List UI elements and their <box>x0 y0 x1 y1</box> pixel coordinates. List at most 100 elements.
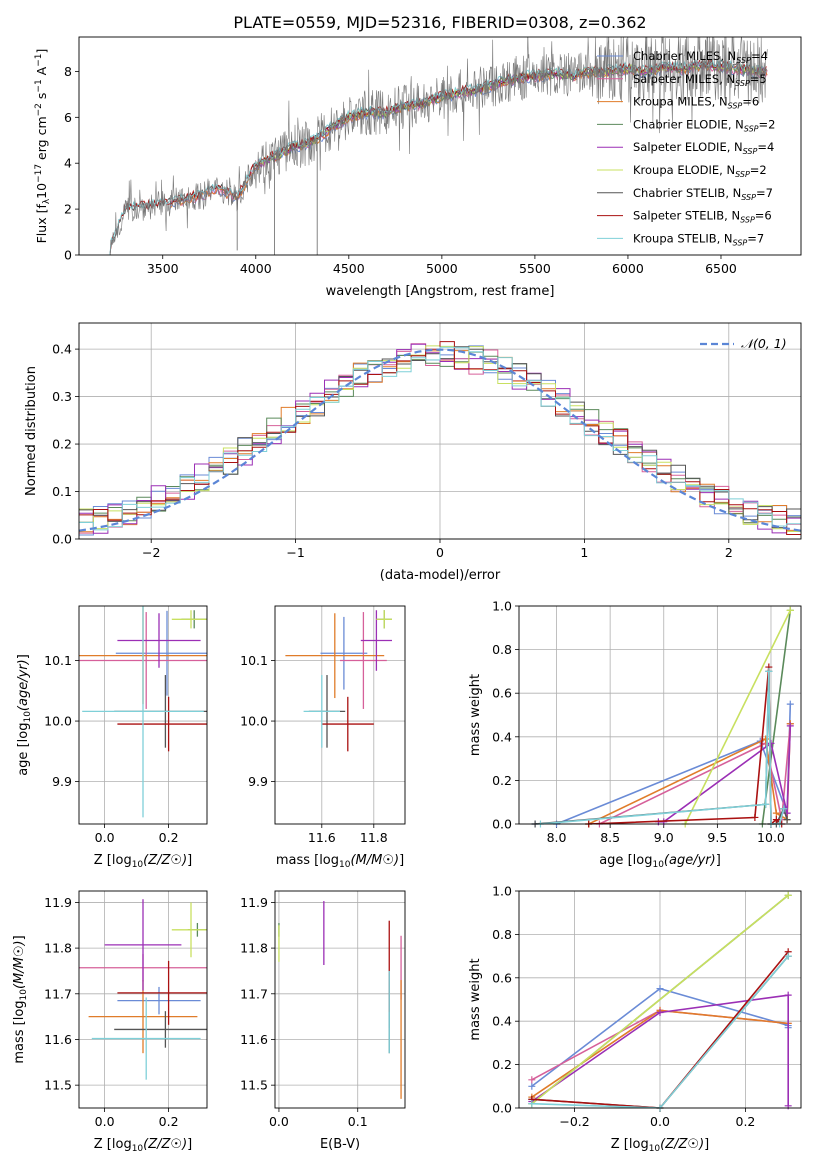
x-tick-label: 5000 <box>426 261 458 276</box>
x-tick-label: 2 <box>725 545 733 560</box>
axes-frame <box>78 322 802 540</box>
weight-marker-salpeter_elodie <box>784 991 792 999</box>
weight-marker-kroupa_stelib <box>784 952 792 960</box>
y-tick-label: 0.8 <box>492 927 512 942</box>
legend-label: Salpeter ELODIE, NSSP=4 <box>633 140 774 156</box>
legend-label: 𝒩(0, 1) <box>741 336 787 351</box>
x-tick-label: 5500 <box>519 261 551 276</box>
y-tick-label: 0.0 <box>492 817 512 832</box>
weight-marker-chabrier_miles <box>786 700 794 708</box>
hist-step-kroupa_stelib <box>79 346 801 531</box>
x-axis-label: Z [log10(Z/Z☉)] <box>94 1137 192 1154</box>
hist-step-chabrier_elodie <box>79 351 801 524</box>
y-tick-label: 1.0 <box>492 599 512 614</box>
x-axis-label: wavelength [Angstrom, rest frame] <box>326 284 555 299</box>
weight-marker-salpeter_stelib <box>772 816 780 824</box>
x-tick-label: 11.8 <box>360 830 388 845</box>
y-tick-label: 0.0 <box>492 1101 512 1116</box>
weight-marker-chabrier_stelib <box>783 816 791 824</box>
weight-line-kroupa_elodie <box>684 610 792 824</box>
axes-frame <box>78 36 802 256</box>
weight-marker-salpeter_elodie <box>786 722 794 730</box>
legend-label: Salpeter STELIB, NSSP=6 <box>633 209 772 225</box>
weight-line-salpeter_miles <box>599 723 792 824</box>
y-tick-label: 11.5 <box>44 1078 72 1093</box>
x-tick-label: 0.0 <box>95 1114 115 1129</box>
age_vs_mass-panel: 11.6 11.8 9.9 10.0 10.1 mass [log10(M/M☉)] <box>240 605 406 870</box>
legend-label: Chabrier ELODIE, NSSP=2 <box>633 117 775 133</box>
x-tick-label: 4000 <box>240 261 272 276</box>
x-tick-label: −0.2 <box>559 1114 589 1129</box>
x-tick-label: 0.0 <box>95 830 115 845</box>
y-tick-label: 2 <box>64 202 72 217</box>
y-tick-label: 11.7 <box>240 986 268 1001</box>
x-tick-label: 0.2 <box>159 1114 179 1129</box>
data-spectrum-line <box>106 37 768 255</box>
y-tick-label: 11.6 <box>240 1032 268 1047</box>
x-tick-label: 4500 <box>333 261 365 276</box>
x-tick-label: 6000 <box>612 261 644 276</box>
y-tick-label: 0 <box>64 248 72 263</box>
x-tick-label: −1 <box>286 545 304 560</box>
x-tick-label: 0.2 <box>736 1114 756 1129</box>
age_vs_Z-panel: 0.0 0.2 9.9 10.0 10.1 Z [log10(Z/Z☉)] age [log… <box>16 605 208 870</box>
weight-line-kroupa_elodie <box>531 894 789 1105</box>
y-tick-label: 11.9 <box>240 895 268 910</box>
axes-frame <box>274 605 406 825</box>
legend-label: Kroupa ELODIE, NSSP=2 <box>633 163 767 179</box>
x-axis-label: (data-model)/error <box>380 568 501 583</box>
y-tick-label: 11.8 <box>44 941 72 956</box>
x-tick-label: 0.0 <box>269 1114 289 1129</box>
figure-title: PLATE=0559, MJD=52316, FIBERID=0308, z=0… <box>233 13 646 32</box>
spectrum-panel: 3500 4000 4500 5000 5500 6000 6500 0 2 4 6 8 wavelen… <box>34 36 802 299</box>
axes-frame <box>78 890 208 1109</box>
y-tick-label: 0.1 <box>52 484 72 499</box>
weight-marker-kroupa_elodie <box>784 891 792 899</box>
x-axis-label: Z [log10(Z/Z☉)] <box>611 1137 709 1154</box>
weight-line-kroupa_stelib <box>531 955 789 1108</box>
y-tick-label: 9.9 <box>248 774 268 789</box>
legend-label: Kroupa STELIB, NSSP=7 <box>633 231 764 247</box>
weight-marker-kroupa_stelib <box>528 1100 536 1108</box>
y-tick-label: 4 <box>64 156 72 171</box>
x-tick-label: 8.0 <box>547 830 567 845</box>
y-axis-label: Flux [fλ10−17 erg cm−2 s−1 A−1] <box>34 49 52 244</box>
weight-marker-kroupa_stelib <box>765 667 773 675</box>
weight-marker-kroupa_miles <box>772 809 780 817</box>
weight-marker-chabrier_miles <box>656 985 664 993</box>
weight-marker-kroupa_stelib <box>762 800 770 808</box>
y-tick-label: 11.9 <box>44 895 72 910</box>
x-tick-label: −2 <box>142 545 160 560</box>
y-tick-label: 0.4 <box>492 1014 512 1029</box>
y-tick-label: 0.6 <box>492 686 512 701</box>
y-axis-label: mass weight <box>468 958 483 1040</box>
y-tick-label: 0.6 <box>492 970 512 985</box>
x-tick-label: 0 <box>436 545 444 560</box>
y-tick-label: 11.6 <box>44 1032 72 1047</box>
y-tick-label: 0.4 <box>52 342 72 357</box>
weight-marker-kroupa_stelib <box>780 805 788 813</box>
x-axis-label: Z [log10(Z/Z☉)] <box>94 853 192 870</box>
model-line-kroupa_stelib <box>106 59 767 255</box>
mass_vs_Z-panel: 0.0 0.2 11.5 11.6 11.7 11.8 11.9 Z [log10(Z/Z☉)… <box>12 890 208 1154</box>
weight-marker-salpeter_stelib <box>751 813 759 821</box>
mass_weight_vs_age-panel: 8.0 8.5 9.0 9.5 10.0 0.0 0.2 0.4 0.6 0.8 1.0 age [l… <box>468 599 802 870</box>
x-tick-label: 10.0 <box>757 830 785 845</box>
y-tick-label: 0.3 <box>52 389 72 404</box>
weight-marker-salpeter_miles <box>528 1076 536 1084</box>
x-tick-label: 1 <box>580 545 588 560</box>
y-tick-label: 1.0 <box>492 884 512 899</box>
y-axis-label: mass weight <box>468 674 483 756</box>
y-tick-label: 0.2 <box>492 773 512 788</box>
y-tick-label: 11.7 <box>44 986 72 1001</box>
mass_weight_vs_Z-panel: −0.2 0.0 0.2 0.0 0.2 0.4 0.6 0.8 1.0 Z [log10(Z/Z… <box>468 884 802 1154</box>
y-tick-label: 10.1 <box>44 653 72 668</box>
weight-line-salpeter_stelib <box>531 951 789 1108</box>
axes-frame <box>274 890 406 1109</box>
weight-line-salpeter_elodie <box>531 994 789 1106</box>
x-tick-label: 6500 <box>705 261 737 276</box>
x-tick-label: 0.1 <box>348 1114 368 1129</box>
gaussian-curve <box>78 348 802 532</box>
legend-label: Chabrier STELIB, NSSP=7 <box>633 186 773 202</box>
